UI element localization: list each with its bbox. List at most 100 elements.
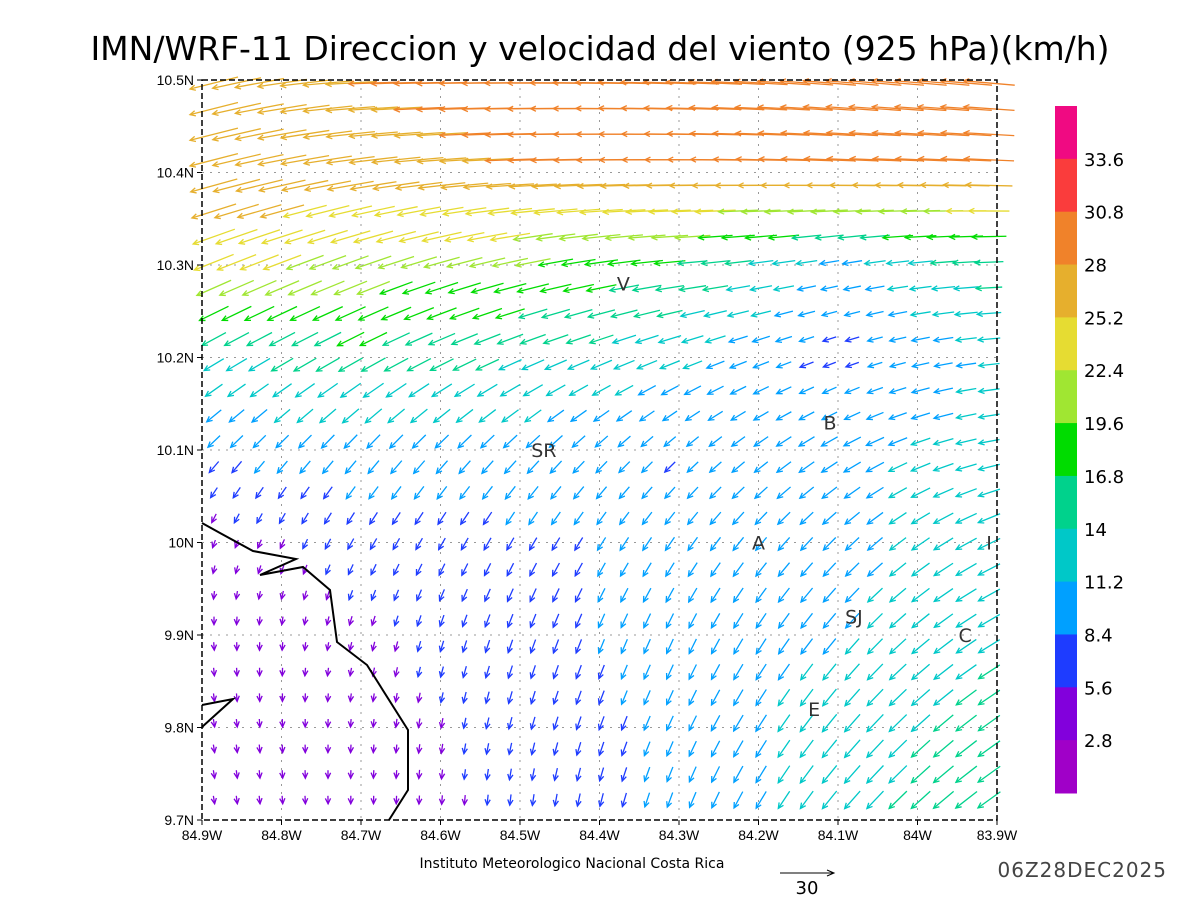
wind-arrow — [453, 383, 475, 398]
wind-arrow — [755, 765, 767, 784]
wind-arrow — [256, 565, 263, 575]
wind-arrow — [256, 718, 263, 729]
wind-arrow — [256, 590, 263, 601]
wind-arrow — [888, 739, 908, 759]
wind-arrow — [213, 203, 259, 220]
wind-arrow — [933, 638, 954, 655]
wind-arrow — [688, 715, 698, 732]
wind-arrow — [398, 231, 439, 244]
wind-arrow — [320, 434, 335, 449]
wind-arrow — [589, 359, 613, 370]
wind-arrow — [250, 409, 268, 424]
wind-arrow — [234, 154, 284, 167]
wind-arrow — [660, 385, 679, 396]
wind-arrow — [748, 285, 773, 293]
wind-arrow — [210, 770, 217, 780]
wind-arrow — [687, 587, 698, 604]
wind-arrow — [977, 639, 1001, 654]
wind-arrow — [294, 383, 316, 398]
wind-arrow — [932, 537, 954, 551]
wind-arrow — [755, 612, 767, 630]
wind-arrow — [661, 410, 678, 422]
wind-arrow — [932, 765, 954, 784]
wind-arrow — [380, 306, 412, 321]
wind-arrow — [634, 334, 659, 345]
wind-arrow — [704, 335, 726, 344]
wind-arrow — [347, 131, 398, 140]
wind-arrow — [620, 741, 628, 757]
wind-arrow — [526, 460, 540, 475]
wind-arrow — [220, 305, 252, 322]
wind-arrow — [552, 767, 559, 782]
wind-arrow — [797, 436, 815, 447]
wind-arrow — [256, 642, 263, 652]
wind-arrow — [597, 562, 606, 578]
wind-arrow — [977, 438, 1000, 446]
wind-arrow — [301, 795, 309, 806]
wind-arrow — [416, 795, 423, 806]
wind-arrow — [466, 232, 508, 243]
wind-arrow — [459, 511, 470, 526]
wind-arrow — [643, 766, 651, 783]
place-label: SR — [531, 440, 556, 462]
wind-arrow — [438, 614, 445, 628]
wind-arrow — [753, 436, 769, 447]
wind-arrow — [461, 640, 468, 654]
wind-arrow — [415, 537, 423, 551]
wind-arrow — [618, 511, 630, 526]
wind-arrow — [437, 537, 446, 551]
wind-arrow — [687, 562, 698, 578]
colorbar-segment — [1055, 423, 1077, 477]
map-title: IMN/WRF-11 Direccion y velocidad del vie… — [90, 29, 1109, 68]
wind-arrow — [731, 486, 745, 500]
wind-arrow — [976, 791, 1001, 809]
wind-arrow — [865, 436, 885, 447]
wind-arrow — [225, 358, 248, 372]
colorbar-segment — [1055, 528, 1077, 583]
wind-arrow — [910, 663, 931, 681]
wind-arrow — [619, 537, 630, 552]
wind-arrow — [706, 385, 724, 395]
wind-arrow — [888, 688, 907, 707]
wind-arrow — [955, 714, 977, 732]
wind-arrow — [866, 361, 883, 369]
wind-arrow — [234, 128, 284, 142]
wind-arrow — [370, 589, 377, 602]
colorbar-segment — [1055, 106, 1077, 160]
wind-arrow — [888, 537, 907, 551]
wind-arrow — [575, 716, 582, 731]
wind-arrow — [503, 460, 517, 475]
wind-arrow — [676, 259, 708, 267]
wind-arrow — [964, 181, 1013, 189]
wind-arrow — [592, 409, 610, 422]
wind-arrow — [417, 182, 466, 191]
wind-arrow — [311, 306, 344, 321]
wind-arrow — [473, 333, 501, 346]
wind-arrow — [211, 102, 262, 116]
wind-arrow — [448, 307, 480, 320]
wind-arrow — [494, 308, 525, 320]
wind-arrow — [954, 413, 977, 420]
wind-arrow — [865, 310, 884, 318]
wind-arrow — [977, 463, 1000, 472]
wind-arrow — [954, 765, 978, 784]
wind-arrow — [932, 437, 954, 446]
wind-arrow — [552, 639, 560, 655]
x-tick-label: 83.9W — [977, 827, 1018, 843]
wind-arrow — [192, 253, 234, 272]
wind-arrow — [344, 460, 357, 475]
wind-arrow — [800, 587, 814, 604]
y-tick-label: 10.1N — [157, 442, 194, 458]
wind-arrow — [909, 311, 931, 318]
wind-arrow — [843, 386, 860, 395]
wind-arrow — [843, 310, 861, 318]
wind-arrow — [406, 357, 432, 372]
wind-arrow — [529, 768, 537, 782]
wind-arrow — [416, 744, 423, 755]
wind-arrow — [373, 206, 418, 218]
wind-arrow — [438, 795, 446, 806]
wind-arrow — [321, 460, 334, 475]
wind-arrow — [393, 615, 400, 627]
wind-arrow — [657, 334, 682, 344]
